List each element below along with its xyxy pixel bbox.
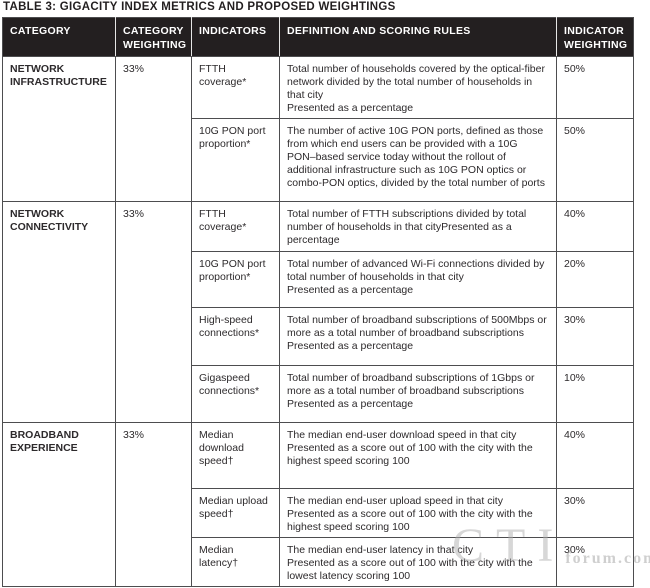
column-header-indicator-weighting: INDICATOR WEIGHTING — [556, 17, 634, 58]
table-row: Gigaspeed connections* Total number of b… — [3, 365, 634, 424]
table-row: Median latency† The median end-user late… — [3, 537, 634, 588]
page-title: TABLE 3: GIGACITY INDEX METRICS AND PROP… — [3, 1, 396, 13]
definition-cell: Total number of households covered by th… — [279, 56, 557, 120]
category-weighting-cell: 33% — [115, 422, 192, 588]
indicator-weighting-cell: 40% — [556, 422, 634, 490]
table-row: Median upload speed† The median end-user… — [3, 488, 634, 539]
category-cell: NETWORK CONNECTIVITY — [2, 201, 116, 424]
definition-cell: Total number of FTTH subscriptions divid… — [279, 201, 557, 253]
indicator-weighting-cell: 50% — [556, 118, 634, 203]
header-row: CATEGORY CATEGORY WEIGHTING INDICATORS D… — [2, 17, 634, 58]
definition-cell: Total number of advanced Wi-Fi connectio… — [279, 251, 557, 309]
definition-cell: The median end-user latency in that city… — [279, 537, 557, 588]
indicator-cell: Gigaspeed connections* — [191, 365, 280, 424]
indicator-weighting-cell: 30% — [556, 488, 634, 539]
table-row: High-speed connections* Total number of … — [3, 307, 634, 367]
indicator-cell: FTTH coverage* — [191, 201, 280, 253]
table-row: NETWORK CONNECTIVITY 33% FTTH coverage* … — [2, 201, 634, 424]
indicator-weighting-cell: 30% — [556, 537, 634, 588]
column-header-indicators: INDICATORS — [191, 17, 280, 58]
indicator-cell: Median download speed† — [191, 422, 280, 490]
table-row: BROADBAND EXPERIENCE 33% Median download… — [2, 422, 634, 588]
indicator-cell: High-speed connections* — [191, 307, 280, 367]
indicator-cell: Median upload speed† — [191, 488, 280, 539]
indicator-cell: FTTH coverage* — [191, 56, 280, 120]
definition-cell: The number of active 10G PON ports, defi… — [279, 118, 557, 203]
indicator-weighting-cell: 40% — [556, 201, 634, 253]
indicator-weighting-cell: 30% — [556, 307, 634, 367]
definition-cell: The median end-user download speed in th… — [279, 422, 557, 490]
definition-cell: The median end-user upload speed in that… — [279, 488, 557, 539]
column-header-definition: DEFINITION AND SCORING RULES — [279, 17, 557, 58]
column-header-category-weighting: CATEGORY WEIGHTING — [115, 17, 192, 58]
indicator-cell: 10G PON port proportion* — [191, 118, 280, 203]
category-cell: NETWORK INFRASTRUCTURE — [2, 56, 116, 203]
indicator-weighting-cell: 10% — [556, 365, 634, 424]
category-cell: BROADBAND EXPERIENCE — [2, 422, 116, 588]
definition-cell: Total number of broadband subscriptions … — [279, 365, 557, 424]
category-weighting-cell: 33% — [115, 201, 192, 424]
table-row: NETWORK INFRASTRUCTURE 33% FTTH coverage… — [2, 56, 634, 203]
definition-cell: Total number of broadband subscriptions … — [279, 307, 557, 367]
indicator-cell: 10G PON port proportion* — [191, 251, 280, 309]
table-row: 10G PON port proportion* Total number of… — [3, 251, 634, 309]
indicator-weighting-cell: 20% — [556, 251, 634, 309]
category-weighting-cell: 33% — [115, 56, 192, 203]
metrics-table: CATEGORY CATEGORY WEIGHTING INDICATORS D… — [2, 17, 634, 588]
table-row: 10G PON port proportion* The number of a… — [3, 118, 634, 203]
indicator-cell: Median latency† — [191, 537, 280, 588]
indicator-weighting-cell: 50% — [556, 56, 634, 120]
column-header-category: CATEGORY — [2, 17, 116, 58]
